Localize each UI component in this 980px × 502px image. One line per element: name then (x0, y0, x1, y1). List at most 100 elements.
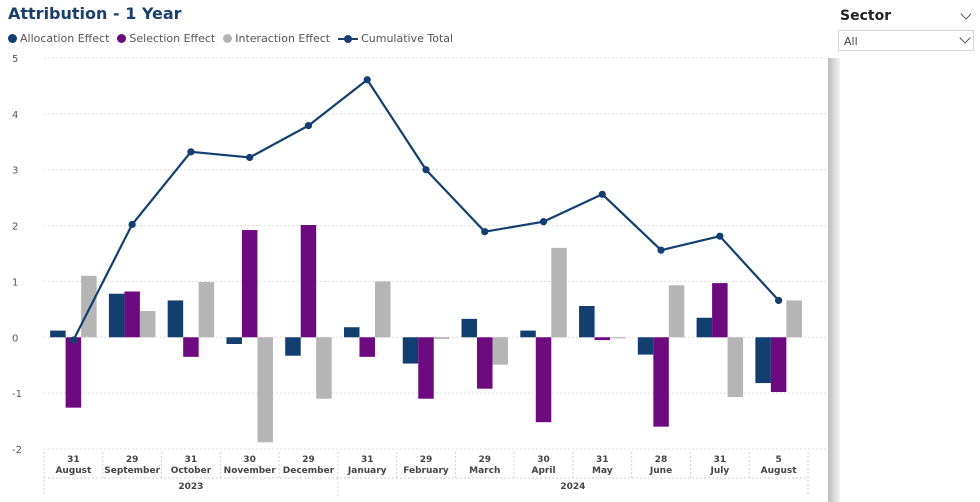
x-tick-day: 30 (537, 455, 550, 465)
allocation-bar (696, 317, 713, 338)
y-tick-label: 3 (12, 166, 18, 177)
x-tick-month: August (761, 466, 798, 476)
allocation-bar (50, 330, 66, 338)
cumulative-point (481, 228, 489, 236)
cumulative-point (657, 246, 665, 254)
legend-item-selection[interactable]: Selection Effect (117, 32, 215, 45)
x-tick-day: 31 (67, 455, 80, 465)
legend-item-allocation[interactable]: Allocation Effect (8, 32, 109, 45)
interaction-bar (198, 281, 215, 338)
x-tick-day: 31 (185, 455, 198, 465)
interaction-bar (727, 337, 744, 398)
x-tick-day: 29 (126, 455, 139, 465)
x-tick-day: 28 (655, 455, 668, 465)
selection-bar (653, 337, 669, 427)
selection-bar (535, 337, 552, 423)
y-tick-label: 0 (12, 333, 18, 344)
x-tick-day: 29 (302, 455, 315, 465)
y-tick-label: 5 (12, 54, 18, 65)
legend-item-interaction[interactable]: Interaction Effect (223, 32, 330, 45)
sector-dropdown[interactable]: All (838, 30, 974, 51)
interaction-bar (610, 337, 626, 339)
cumulative-point (304, 121, 313, 130)
x-tick-month: April (532, 466, 556, 476)
y-tick-label: -1 (12, 389, 22, 400)
sector-dropdown-value: All (844, 35, 858, 48)
allocation-bar (226, 337, 242, 344)
x-tick-day: 31 (596, 455, 609, 465)
allocation-bar (343, 327, 360, 338)
selection-bar (477, 337, 493, 389)
cumulative-point (716, 232, 724, 240)
legend-dot-selection (117, 34, 127, 43)
selection-bar (183, 337, 199, 357)
selection-bar (124, 291, 140, 338)
cumulative-point (246, 153, 254, 162)
legend-label-cumulative: Cumulative Total (361, 32, 454, 45)
interaction-bar (786, 300, 802, 338)
allocation-bar (637, 337, 654, 355)
allocation-bar (402, 337, 419, 364)
x-tick-day: 31 (714, 455, 727, 465)
x-tick-month: December (283, 466, 335, 476)
interaction-bar (316, 337, 332, 399)
panel-shadow (828, 58, 840, 502)
allocation-bar (108, 293, 125, 338)
selection-bar (300, 225, 317, 338)
x-tick-month: September (104, 466, 160, 476)
x-tick-month: May (592, 466, 613, 476)
legend-label-allocation: Allocation Effect (20, 32, 110, 45)
chart-title: Attribution - 1 Year (8, 4, 182, 23)
y-tick-label: 1 (12, 277, 18, 288)
selection-bar (359, 337, 375, 357)
interaction-bar (374, 281, 391, 338)
y-tick-label: 4 (12, 110, 18, 121)
interaction-bar (433, 337, 450, 339)
interaction-bar (81, 275, 97, 338)
x-tick-day: 29 (479, 455, 492, 465)
interaction-bar (139, 311, 156, 338)
selection-bar (712, 283, 728, 338)
chart-legend: Allocation Effect Selection Effect Inter… (8, 32, 461, 45)
legend-label-interaction: Interaction Effect (235, 32, 331, 45)
legend-label-selection: Selection Effect (129, 32, 216, 45)
selection-bar (418, 337, 434, 399)
allocation-bar (755, 337, 771, 384)
sector-slicer-title: Sector (840, 8, 892, 24)
cumulative-point (775, 296, 783, 305)
x-tick-day: 31 (361, 455, 374, 465)
x-tick-day: 5 (775, 455, 781, 465)
legend-dot-allocation (8, 34, 17, 43)
y-tick-label: -2 (12, 445, 22, 456)
cumulative-point (187, 148, 195, 156)
y-tick-label: 2 (12, 222, 18, 233)
x-tick-month: June (649, 466, 672, 476)
x-tick-month: March (469, 466, 500, 476)
selection-bar (241, 230, 258, 338)
x-tick-month: October (171, 466, 212, 476)
legend-item-cumulative[interactable]: Cumulative Total (338, 32, 453, 45)
selection-bar (594, 337, 611, 341)
chevron-down-icon (959, 32, 971, 44)
allocation-bar (461, 318, 478, 338)
selection-bar (65, 337, 82, 408)
legend-line-cumulative (338, 34, 359, 43)
allocation-bar (285, 337, 301, 356)
x-tick-year: 2024 (560, 482, 585, 492)
x-tick-month: January (347, 466, 387, 476)
interaction-bar (492, 337, 509, 365)
x-tick-month: August (55, 466, 92, 476)
allocation-bar (520, 330, 536, 338)
cumulative-point (539, 218, 548, 226)
x-tick-day: 30 (243, 455, 256, 465)
interaction-bar (257, 337, 273, 443)
legend-dot-interaction (223, 34, 233, 43)
x-tick-month: July (709, 466, 729, 476)
cumulative-point (598, 190, 606, 198)
cumulative-point (422, 166, 430, 174)
x-tick-month: November (224, 466, 277, 476)
allocation-bar (579, 306, 595, 338)
x-tick-day: 29 (420, 455, 433, 465)
interaction-bar (551, 247, 567, 338)
